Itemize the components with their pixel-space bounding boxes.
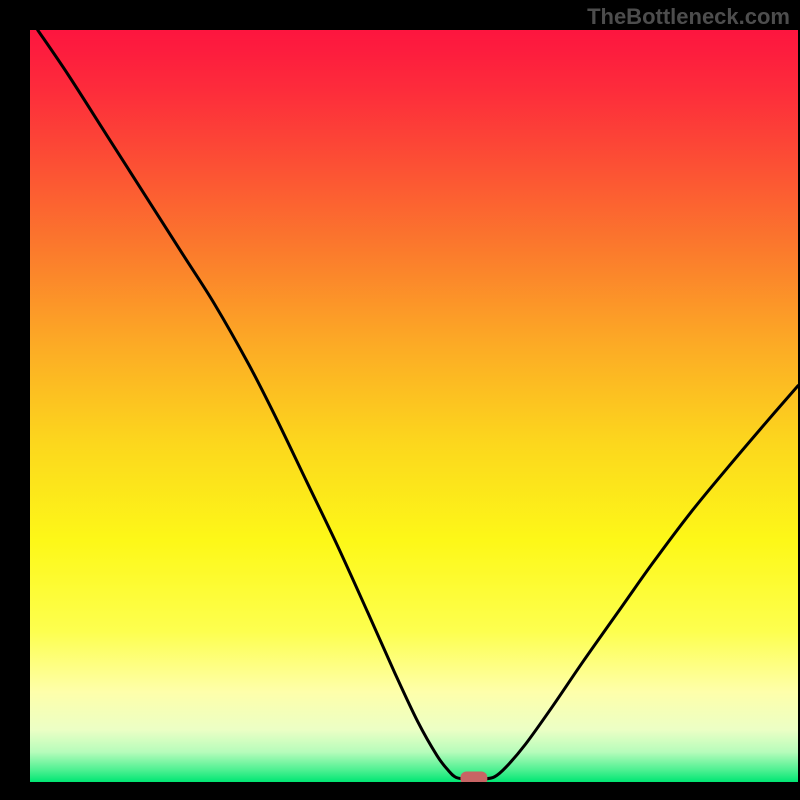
watermark-text: TheBottleneck.com [587, 4, 790, 30]
curve-layer [30, 30, 798, 782]
bottleneck-curve [38, 30, 798, 779]
optimum-marker [460, 771, 487, 782]
chart-container: TheBottleneck.com [0, 0, 800, 800]
plot-area [30, 30, 798, 782]
